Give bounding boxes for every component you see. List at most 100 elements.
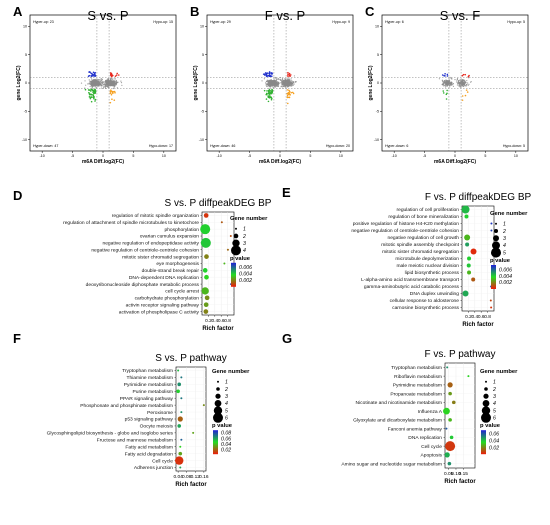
quadrant-label-bottom-left: Hyper-down: 46	[210, 144, 235, 148]
size-legend-label: 5	[493, 408, 496, 414]
significant-point-green	[267, 89, 270, 92]
background-point	[114, 78, 116, 80]
bubble-point	[445, 427, 448, 430]
background-point	[102, 85, 104, 87]
size-legend-swatch	[213, 412, 223, 423]
x-axis-label: Rich factor	[462, 322, 494, 328]
background-point	[114, 82, 116, 84]
term-label: positive regulation of histone H4-K20 me…	[353, 221, 460, 227]
bubble-point	[448, 418, 452, 422]
significant-point-red	[462, 73, 465, 76]
significant-point-orange	[289, 94, 292, 96]
background-point	[100, 85, 102, 87]
color-legend-tick-label: 0.06	[221, 436, 231, 442]
background-point	[291, 79, 293, 82]
significant-point-green	[94, 89, 97, 92]
significant-point-blue	[441, 74, 444, 76]
x-tick-label: 0.08	[182, 474, 192, 480]
background-point	[280, 82, 282, 84]
background-point	[443, 85, 445, 87]
background-point	[108, 80, 110, 82]
background-point	[446, 83, 448, 85]
size-legend-label: 3	[493, 394, 496, 400]
background-point	[116, 87, 119, 89]
significant-point-blue	[264, 74, 266, 76]
background-point	[100, 83, 102, 85]
background-point	[87, 83, 89, 85]
bubble-point	[444, 452, 450, 458]
y-tick-label: 5	[202, 53, 204, 57]
background-point	[456, 79, 458, 81]
term-label: negative regulation of cell growth	[387, 235, 459, 241]
background-point	[80, 82, 83, 84]
background-point	[462, 79, 464, 81]
bubble-point	[180, 411, 183, 414]
bubble-point	[176, 389, 180, 394]
x-tick-label: -10	[392, 154, 397, 158]
background-point	[274, 81, 276, 83]
bubble-point	[180, 376, 183, 379]
panel-a: A S vs. P -10 -5 0 5 10 -10 -5 0 5 10 m6A Diff.log2(…	[13, 4, 177, 165]
significant-point-green	[265, 98, 268, 100]
size-legend-swatch	[481, 412, 491, 423]
background-point	[284, 79, 287, 81]
significant-point-green	[270, 97, 273, 100]
bubble-point	[177, 382, 182, 387]
term-label: Cell cycle	[421, 444, 442, 450]
plot-frame	[381, 14, 529, 152]
significant-point-green	[442, 90, 445, 92]
y-tick-label: 10	[200, 25, 204, 29]
significant-point-red	[467, 75, 470, 78]
significant-point-orange	[288, 89, 290, 92]
term-label: Glyoxylate and dicarboxylate metabolism	[353, 418, 442, 424]
size-legend-label: 2	[502, 229, 506, 235]
background-point	[89, 80, 91, 82]
term-label: p53 signaling pathway	[125, 417, 174, 423]
background-point	[450, 77, 452, 79]
color-legend-tick-label: 0.002	[499, 280, 512, 286]
significant-point-blue	[446, 75, 449, 77]
background-point	[450, 84, 452, 86]
term-label: Propanoate metabolism	[390, 391, 442, 397]
background-point	[271, 82, 273, 84]
bubble-point	[179, 466, 182, 469]
chart-title: S vs. P pathway	[155, 353, 227, 364]
y-tick-label: 5	[377, 53, 379, 57]
background-point	[286, 79, 288, 82]
background-point	[268, 85, 271, 88]
significant-point-orange	[291, 91, 294, 94]
background-point	[287, 77, 289, 79]
background-point	[266, 79, 268, 81]
background-point	[290, 85, 292, 87]
significant-point-green	[94, 90, 97, 93]
x-tick-label: 0.2	[205, 318, 212, 324]
significant-point-green	[94, 100, 96, 102]
bubble-point	[490, 229, 493, 232]
background-point	[293, 83, 295, 85]
background-point	[97, 83, 99, 85]
significant-point-orange	[464, 94, 467, 97]
x-tick-label: 0.12	[191, 474, 201, 480]
background-point	[100, 87, 103, 89]
bubble-point	[180, 397, 183, 400]
background-point	[96, 81, 98, 83]
background-point	[106, 81, 108, 83]
background-point	[100, 79, 102, 82]
significant-point-blue	[446, 73, 449, 76]
significant-point-red	[112, 74, 114, 77]
background-point	[287, 82, 289, 84]
background-point	[91, 81, 93, 83]
background-point	[99, 82, 101, 84]
background-point	[281, 83, 283, 85]
significant-point-blue	[266, 75, 268, 78]
y-tick-label: -10	[374, 138, 379, 142]
size-legend-title: Gene number	[480, 369, 518, 375]
x-axis-label: m6A Diff.log2(FC)	[259, 159, 301, 165]
background-point	[113, 82, 115, 85]
size-legend-label: 1	[225, 380, 228, 386]
background-point	[103, 86, 105, 88]
term-label: Adherens junction	[134, 465, 173, 471]
background-point	[274, 77, 277, 79]
background-point	[85, 84, 87, 86]
background-point	[287, 80, 289, 83]
